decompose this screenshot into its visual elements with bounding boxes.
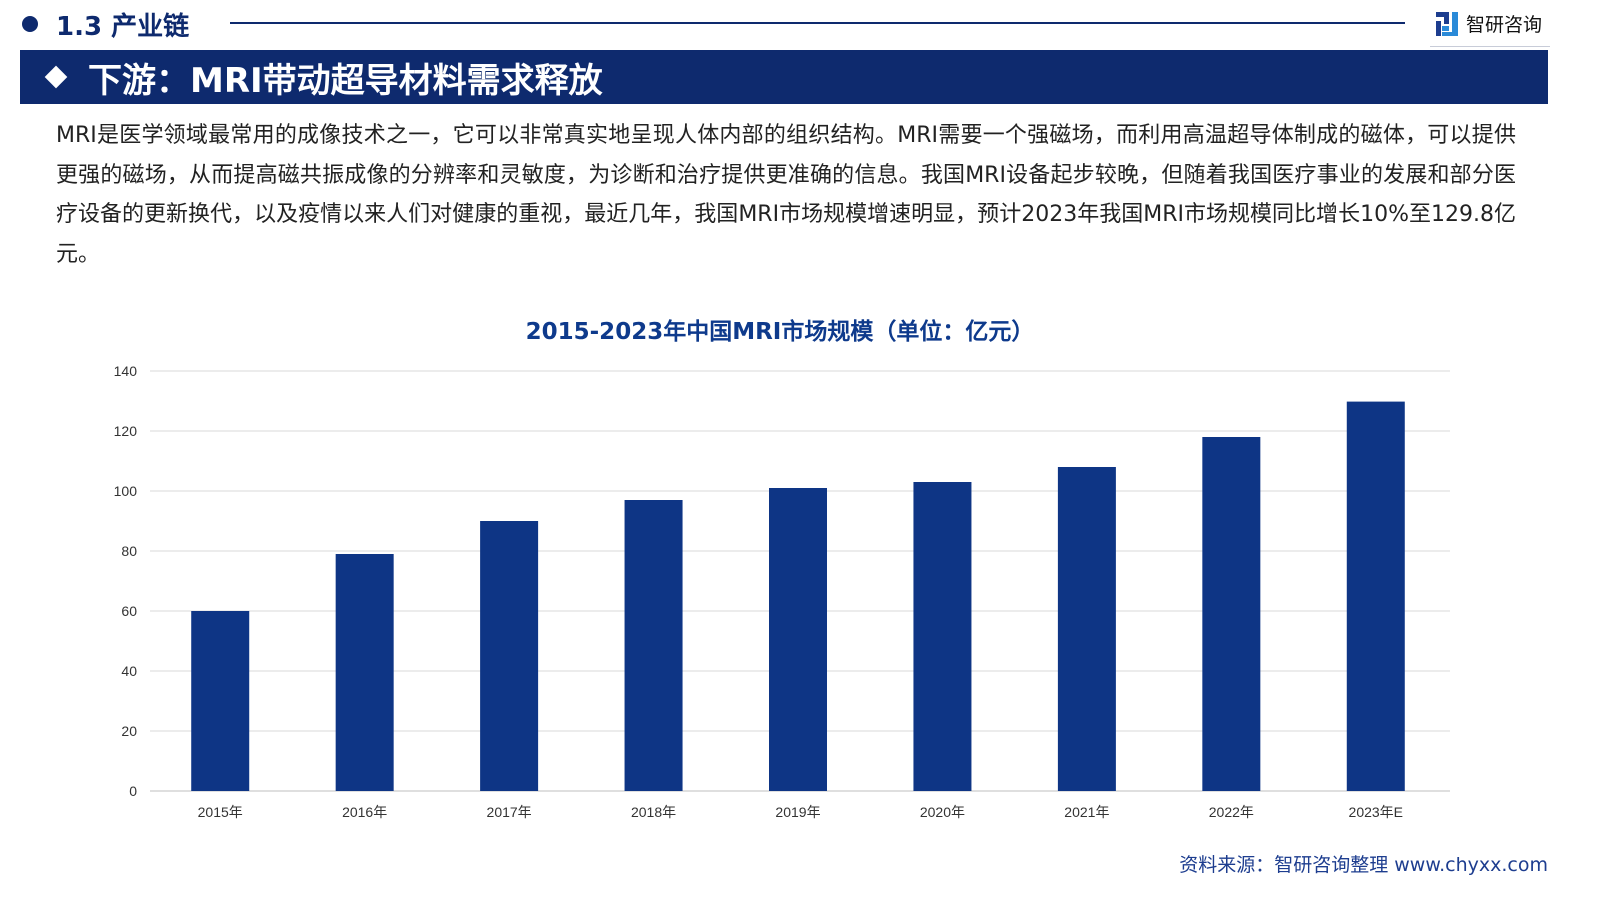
bar (1202, 437, 1261, 791)
x-tick-label: 2015年 (198, 804, 243, 820)
x-tick-label: 2017年 (487, 804, 532, 820)
y-tick-label: 40 (121, 663, 137, 679)
source-note: 资料来源：智研咨询整理 www.chyxx.com (1179, 854, 1548, 876)
y-tick-label: 100 (114, 483, 138, 499)
chart-title: 2015-2023年中国MRI市场规模（单位：亿元） (525, 319, 1035, 345)
x-tick-label: 2020年 (920, 804, 965, 820)
y-tick-label: 140 (114, 363, 138, 379)
logo-text: 智研咨询 (1466, 14, 1543, 36)
section-bullet-icon (22, 16, 38, 32)
title-banner: 下游：MRI带动超导材料需求释放 (20, 50, 1548, 104)
x-tick-label: 2019年 (775, 804, 820, 820)
bar (480, 521, 539, 791)
bar (335, 554, 394, 791)
y-tick-label: 20 (121, 723, 137, 739)
y-tick-label: 0 (129, 783, 137, 799)
bar (769, 488, 827, 791)
section-title: 1.3 产业链 (56, 12, 190, 42)
bar (913, 482, 972, 791)
bar (1346, 401, 1405, 791)
logo-icon (1436, 11, 1458, 36)
x-tick-label: 2018年 (631, 804, 676, 820)
bar (1057, 467, 1116, 791)
bar (624, 500, 683, 791)
description-paragraph: MRI是医学领域最常用的成像技术之一，它可以非常真实地呈现人体内部的组织结构。M… (56, 123, 1516, 267)
x-tick-label: 2021年 (1064, 804, 1109, 820)
logo-divider (1430, 46, 1550, 47)
bar (191, 611, 250, 791)
y-tick-label: 80 (121, 543, 137, 559)
section-divider (230, 22, 1405, 24)
banner-title: 下游：MRI带动超导材料需求释放 (88, 60, 603, 101)
y-tick-label: 60 (121, 603, 137, 619)
x-tick-label: 2023年E (1349, 804, 1403, 820)
brand-logo: 智研咨询 (1436, 10, 1542, 37)
x-tick-label: 2022年 (1209, 804, 1254, 820)
y-tick-label: 120 (114, 423, 138, 439)
x-tick-label: 2016年 (342, 804, 387, 820)
